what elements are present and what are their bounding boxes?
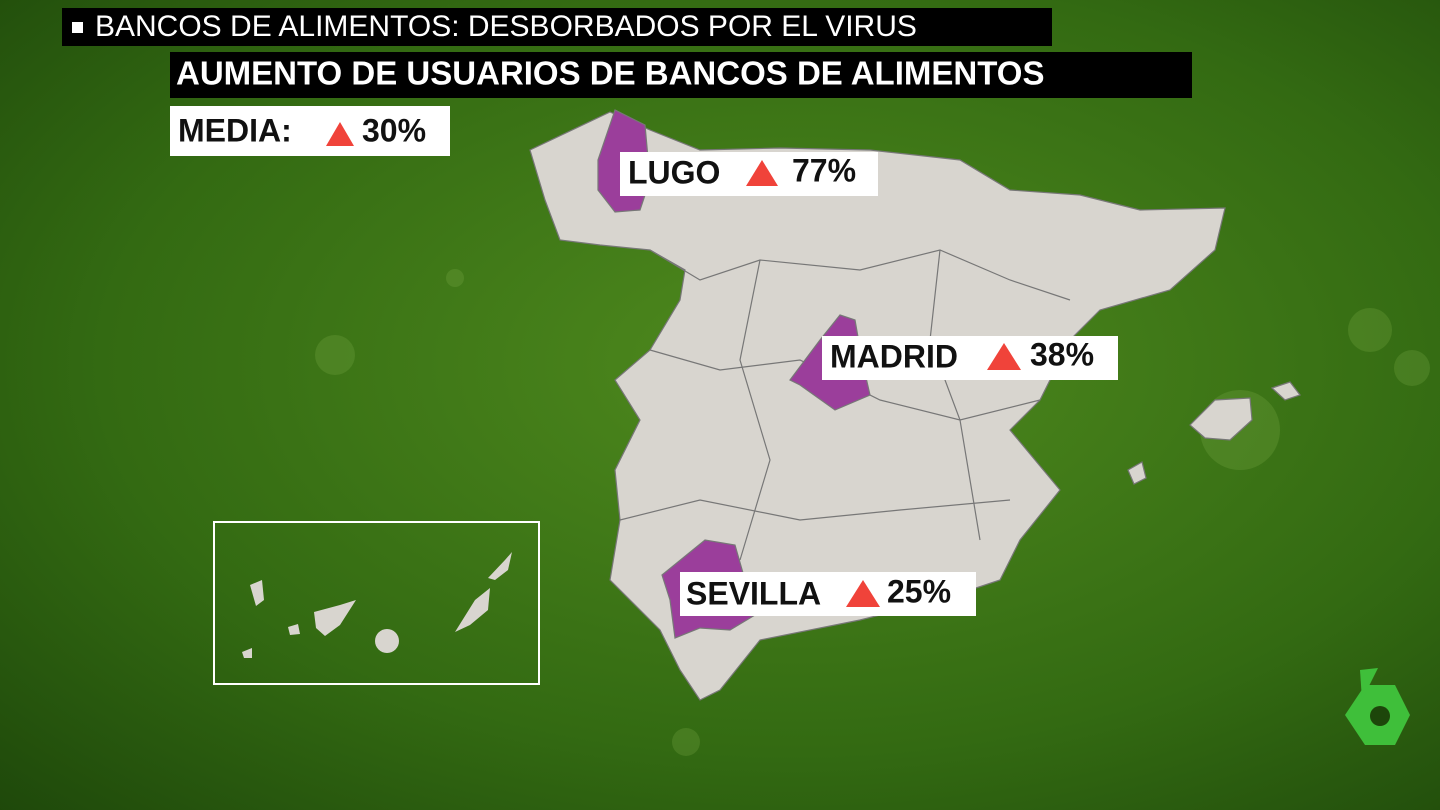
up-arrow <box>846 580 880 607</box>
title: AUMENTO DE USUARIOS DE BANCOS DE ALIMENT… <box>176 55 1044 92</box>
region-change: 25% <box>887 573 951 609</box>
average-label: MEDIA: <box>178 112 292 148</box>
bullet <box>72 22 83 33</box>
inset-frame <box>213 521 540 685</box>
border <box>619 499 1011 521</box>
region-change: 38% <box>1030 336 1094 372</box>
title-box <box>170 52 1192 98</box>
average-change: 30% <box>362 112 426 148</box>
border <box>739 259 771 561</box>
up-arrow <box>987 343 1021 370</box>
channel-logo <box>1345 668 1410 745</box>
canary-islands <box>242 552 512 658</box>
up-arrow <box>326 122 354 146</box>
region-name: SEVILLA <box>686 575 821 611</box>
balearic <box>1189 397 1253 441</box>
balearic <box>1270 381 1301 401</box>
label-box <box>620 152 878 196</box>
region-name: MADRID <box>830 338 958 374</box>
average-box <box>170 106 450 156</box>
border <box>649 249 1071 301</box>
balearic <box>1127 461 1147 485</box>
label-box <box>680 572 976 616</box>
kicker: BANCOS DE ALIMENTOS: DESBORBADOS POR EL … <box>95 10 917 43</box>
up-arrow <box>746 160 778 186</box>
label-box <box>822 336 1118 380</box>
kicker-box <box>62 8 1052 46</box>
region-change: 77% <box>792 152 856 188</box>
region-name: LUGO <box>628 154 720 190</box>
